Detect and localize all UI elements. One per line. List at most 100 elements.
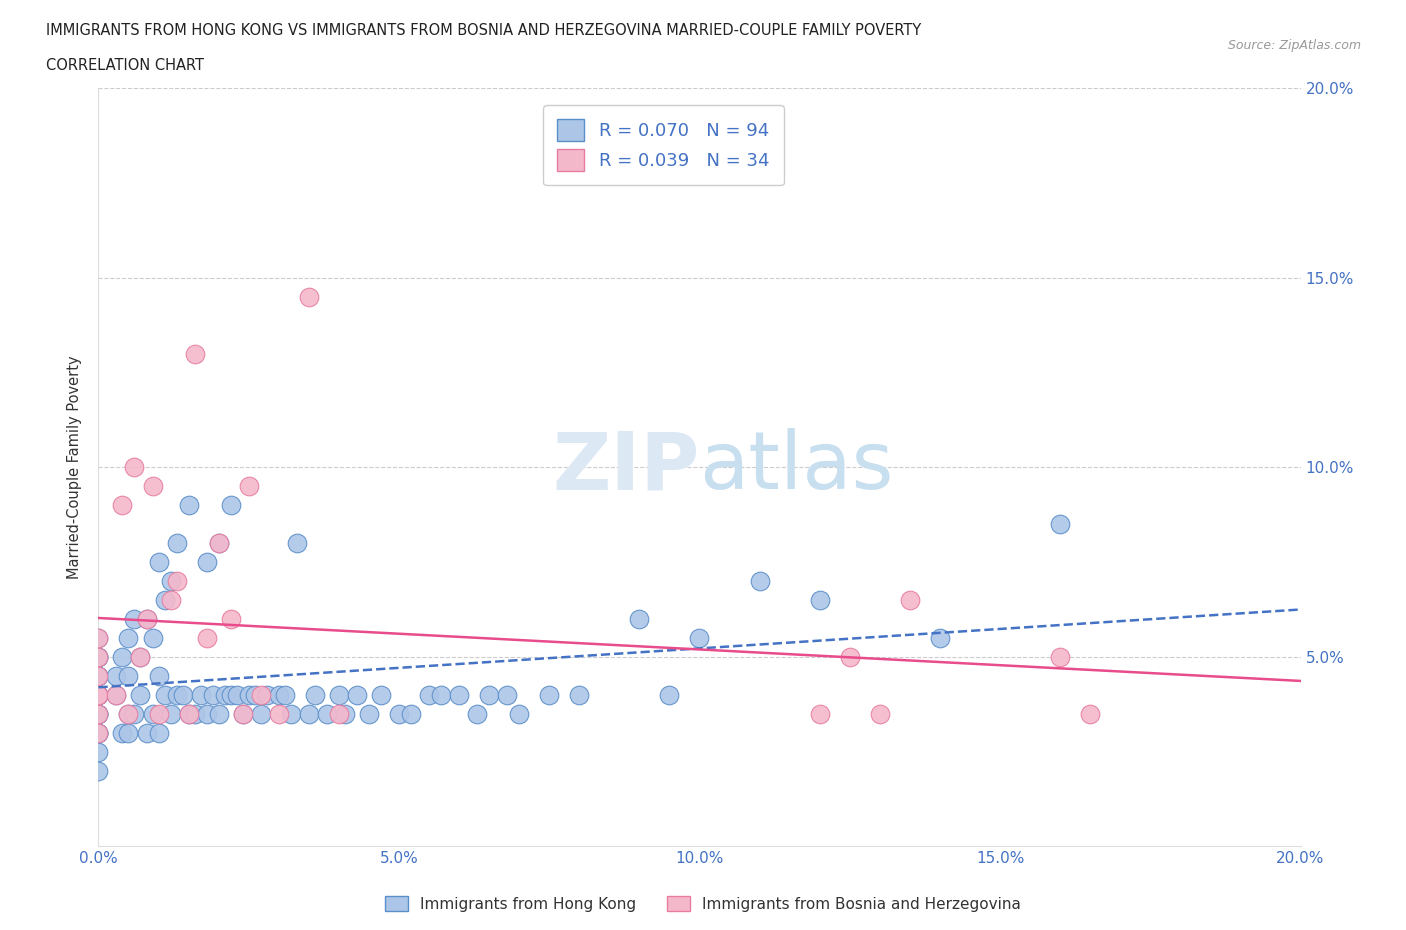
Point xyxy=(1078,706,1101,721)
Point xyxy=(929,631,952,645)
Point xyxy=(568,687,591,702)
Point xyxy=(285,536,308,551)
Point xyxy=(129,649,152,664)
Point xyxy=(87,687,110,702)
Point xyxy=(135,725,157,740)
Legend: Immigrants from Hong Kong, Immigrants from Bosnia and Herzegovina: Immigrants from Hong Kong, Immigrants fr… xyxy=(380,889,1026,918)
Point xyxy=(87,725,110,740)
Point xyxy=(117,631,139,645)
Point xyxy=(195,631,218,645)
Point xyxy=(304,687,326,702)
Point xyxy=(208,706,231,721)
Point xyxy=(496,687,519,702)
Point xyxy=(129,649,152,664)
Point xyxy=(87,649,110,664)
Point xyxy=(208,536,231,551)
Point xyxy=(183,346,205,361)
Point xyxy=(87,706,110,721)
Point xyxy=(280,706,302,721)
Point xyxy=(214,687,236,702)
Point xyxy=(689,631,711,645)
Point xyxy=(105,669,128,684)
Point xyxy=(87,669,110,684)
Point xyxy=(87,744,110,759)
Point xyxy=(87,706,110,721)
Point xyxy=(129,687,152,702)
Point xyxy=(87,687,110,702)
Point xyxy=(315,706,337,721)
Point xyxy=(148,554,170,569)
Text: CORRELATION CHART: CORRELATION CHART xyxy=(46,58,204,73)
Point xyxy=(190,687,212,702)
Point xyxy=(159,592,181,607)
Point xyxy=(117,669,139,684)
Point xyxy=(87,763,110,777)
Point xyxy=(111,498,134,512)
Y-axis label: Married-Couple Family Poverty: Married-Couple Family Poverty xyxy=(67,355,83,579)
Point xyxy=(243,687,266,702)
Point xyxy=(219,612,242,627)
Point xyxy=(87,687,110,702)
Point xyxy=(388,706,411,721)
Point xyxy=(111,649,134,664)
Point xyxy=(808,706,831,721)
Point xyxy=(87,669,110,684)
Legend: R = 0.070   N = 94, R = 0.039   N = 34: R = 0.070 N = 94, R = 0.039 N = 34 xyxy=(543,105,785,185)
Point xyxy=(87,687,110,702)
Point xyxy=(1049,649,1071,664)
Point xyxy=(141,706,163,721)
Point xyxy=(658,687,681,702)
Point xyxy=(105,687,128,702)
Point xyxy=(141,631,163,645)
Point xyxy=(87,706,110,721)
Point xyxy=(166,536,188,551)
Point xyxy=(267,706,290,721)
Point xyxy=(298,289,321,304)
Point xyxy=(87,687,110,702)
Text: IMMIGRANTS FROM HONG KONG VS IMMIGRANTS FROM BOSNIA AND HERZEGOVINA MARRIED-COUP: IMMIGRANTS FROM HONG KONG VS IMMIGRANTS … xyxy=(46,23,922,38)
Point xyxy=(219,498,242,512)
Point xyxy=(328,687,350,702)
Point xyxy=(249,687,271,702)
Point xyxy=(183,706,205,721)
Point xyxy=(869,706,891,721)
Point xyxy=(87,725,110,740)
Point xyxy=(1049,517,1071,532)
Point xyxy=(267,687,290,702)
Point xyxy=(87,649,110,664)
Point xyxy=(195,706,218,721)
Point xyxy=(177,706,200,721)
Point xyxy=(465,706,488,721)
Point xyxy=(346,687,368,702)
Point xyxy=(328,706,350,721)
Point xyxy=(148,725,170,740)
Point xyxy=(124,706,146,721)
Point xyxy=(105,687,128,702)
Point xyxy=(333,706,356,721)
Point xyxy=(232,706,254,721)
Point xyxy=(87,631,110,645)
Point xyxy=(232,706,254,721)
Point xyxy=(87,669,110,684)
Point xyxy=(159,574,181,589)
Point xyxy=(153,687,176,702)
Point xyxy=(135,612,157,627)
Point xyxy=(201,687,224,702)
Point xyxy=(177,706,200,721)
Point xyxy=(238,479,260,494)
Point xyxy=(172,687,194,702)
Point xyxy=(111,725,134,740)
Point xyxy=(195,554,218,569)
Point xyxy=(808,592,831,607)
Point xyxy=(219,687,242,702)
Point xyxy=(87,631,110,645)
Point xyxy=(898,592,921,607)
Point xyxy=(298,706,321,721)
Point xyxy=(159,706,181,721)
Point xyxy=(508,706,530,721)
Point xyxy=(87,725,110,740)
Point xyxy=(238,687,260,702)
Point xyxy=(748,574,770,589)
Point xyxy=(399,706,422,721)
Point xyxy=(87,687,110,702)
